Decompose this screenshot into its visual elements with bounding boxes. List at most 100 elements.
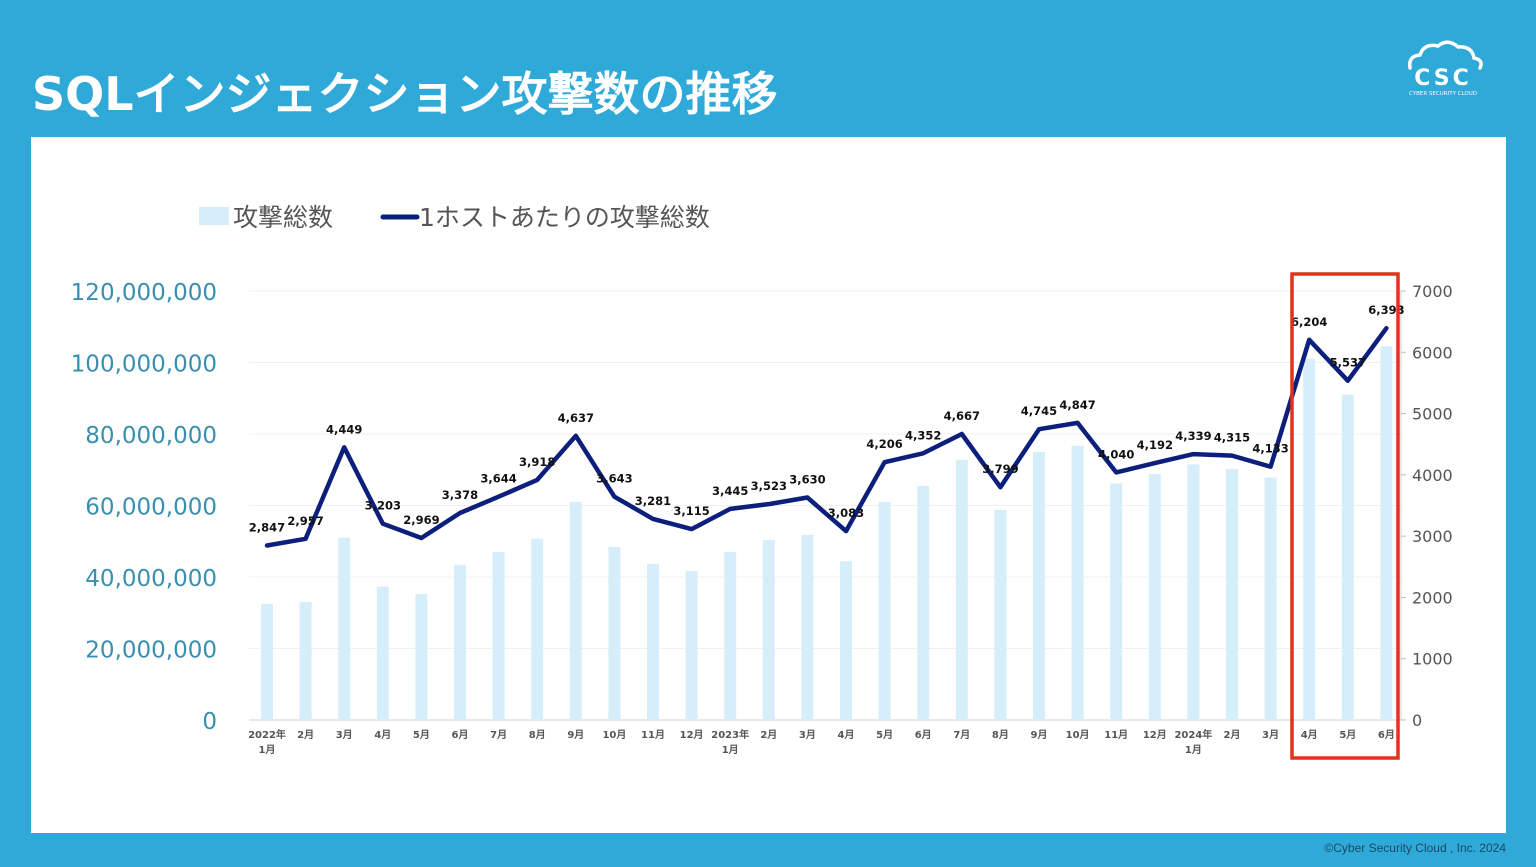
x-axis-tick-label: 6月 [915,729,932,741]
x-axis-tick-label: 12月 [680,729,704,741]
data-label: 2,969 [403,513,439,527]
bar [724,551,737,720]
bar [840,561,852,720]
bar [1110,483,1123,720]
data-label: 4,667 [944,409,980,423]
x-axis-tick-label: 5月 [1339,729,1356,741]
x-axis-ticks: 2022年 1月 2月 3月 4月 5月 6月 7月 8月 9月 10月 11月 12月 2023年 1月 2… [248,728,1395,756]
bar [801,534,814,720]
x-axis-tick-label: 6月 [452,729,469,741]
x-axis-tick-label: 7月 [953,729,970,741]
data-label: 3,643 [596,472,632,486]
x-axis-tick-label: 11月 [1104,729,1128,741]
bar [1187,464,1200,720]
bar [1148,474,1161,720]
line-series [264,325,1389,548]
x-axis-tick-label: 10月 [602,729,626,741]
logo-subtext: CYBER SECURITY CLOUD [1409,91,1477,97]
data-label: 4,847 [1059,398,1095,412]
data-label: 2,847 [249,521,285,535]
left-axis-ticks: 0 20,000,000 40,000,000 60,000,000 80,000,00… [71,280,217,735]
data-label: 6,393 [1368,303,1404,317]
x-axis-tick-label: 9月 [1031,729,1048,741]
x-axis-tick-label: 3月 [1262,729,1279,741]
bar [994,509,1007,720]
x-axis-tick-label: 11月 [641,729,665,741]
x-axis-tick-label: 12月 [1143,729,1167,741]
data-labels: 2,847 2,957 4,449 3,2032,9693,3783,6443,918… [249,303,1405,534]
x-axis-tick-label: 8月 [992,729,1009,741]
bar [1264,477,1277,720]
copyright: ©Cyber Security Cloud , Inc. 2024 [1324,841,1506,855]
data-label: 4,352 [905,428,941,442]
x-axis-tick-label: 4月 [838,729,855,741]
data-label: 3,523 [751,479,787,493]
data-label: 6,204 [1291,315,1327,329]
x-axis-tick-label: 1月 [1185,744,1202,756]
x-axis-tick-label: 8月 [529,729,546,741]
bar [917,485,930,720]
data-label: 4,745 [1021,404,1057,418]
left-axis-tick-label: 20,000,000 [85,638,217,664]
x-axis-tick-label: 1月 [722,744,739,756]
data-label: 3,281 [635,494,671,508]
bar [531,538,544,720]
data-label: 3,445 [712,484,748,498]
bar [878,501,891,720]
x-axis-tick-label: 7月 [490,729,507,741]
bar [376,586,389,720]
x-axis-tick-label: 10月 [1066,729,1090,741]
bar [338,537,351,720]
data-label: 3,630 [789,473,825,487]
bar [569,501,582,720]
x-axis-tick-label: 4月 [374,729,391,741]
x-axis-tick-label: 4月 [1301,729,1318,741]
data-label: 4,192 [1137,438,1173,452]
legend-bar-label: 攻撃総数 [233,203,333,232]
bar [608,546,621,720]
legend-bar-swatch [199,207,229,225]
right-axis-tick-label: 2000 [1412,588,1453,607]
left-axis-tick-label: 60,000,000 [85,495,217,521]
x-axis-tick-label: 2023年 [711,728,749,741]
bar [762,540,775,720]
series-line [264,325,1389,548]
legend: 攻撃総数 1ホストあたりの攻撃総数 [199,203,710,232]
data-label: 4,637 [558,411,594,425]
right-axis-tick-label: 5000 [1412,405,1453,424]
x-axis-tick-label: 2月 [297,729,314,741]
bar-series [261,346,1393,720]
left-axis-tick-label: 100,000,000 [71,352,217,378]
right-axis-tick-label: 6000 [1412,343,1453,362]
x-axis-tick-label: 2024年 [1174,728,1212,741]
chart-panel: 攻撃総数 1ホストあたりの攻撃総数 2,847 2,957 4,449 3,203 2,… [31,137,1506,833]
left-axis-tick-label: 0 [202,709,217,735]
legend-line-label: 1ホストあたりの攻撃総数 [419,203,710,232]
x-axis-tick-label: 5月 [876,729,893,741]
data-label: 3,083 [828,506,864,520]
highlight-box [1290,272,1400,760]
data-label: 2,957 [287,514,323,528]
data-label: 3,918 [519,455,555,469]
bar [1033,451,1045,720]
x-axis-tick-label: 2022年 [248,728,286,741]
left-axis-tick-label: 80,000,000 [85,423,217,449]
right-axis-tick-label: 3000 [1412,527,1453,546]
data-label: 3,644 [480,472,516,486]
data-label: 4,315 [1214,431,1250,445]
bar [261,603,273,720]
data-label: 4,449 [326,422,362,436]
data-label: 3,799 [982,462,1018,476]
bar [647,563,659,720]
x-axis-tick-label: 9月 [567,729,584,741]
x-axis-tick-label: 1月 [259,744,276,756]
cloud-icon [1407,40,1483,70]
left-axis-tick-label: 40,000,000 [85,566,217,592]
x-axis-tick-label: 3月 [799,729,816,741]
gridlines [249,290,1402,721]
data-label: 3,115 [673,504,709,518]
bar [685,570,698,720]
bar [299,602,312,720]
data-label: 5,537 [1330,356,1366,370]
right-axis-tick-label: 4000 [1412,466,1453,485]
